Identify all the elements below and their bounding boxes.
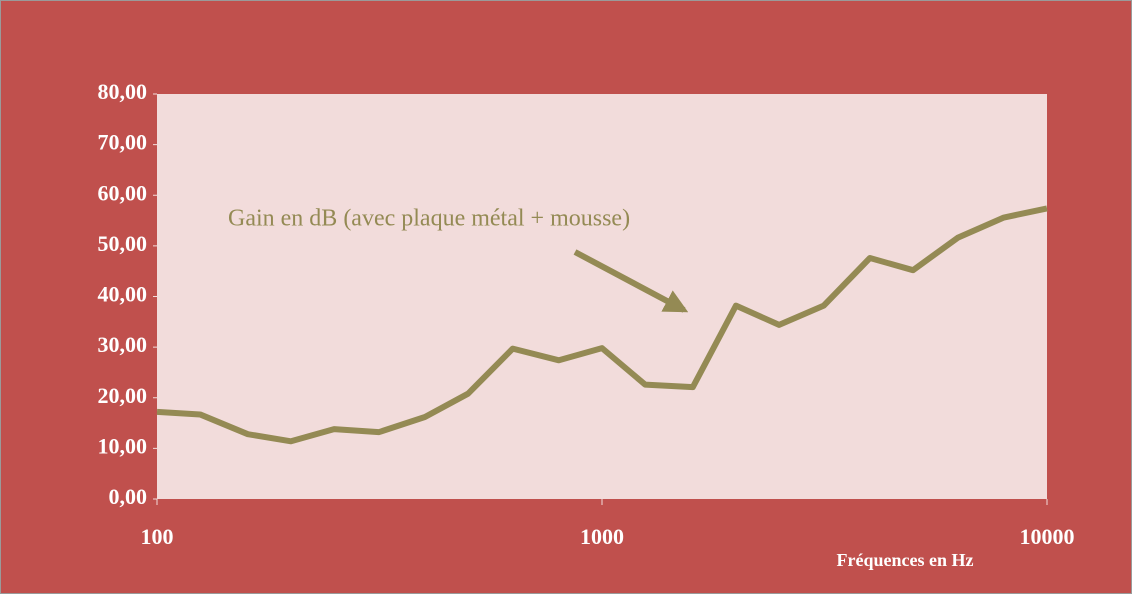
y-tick-label: 0,00	[109, 484, 148, 509]
y-tick-label: 70,00	[98, 130, 148, 155]
y-tick-label: 50,00	[98, 231, 148, 256]
data-line	[156, 205, 1048, 445]
x-tick-label: 10000	[1020, 524, 1075, 549]
y-tick-label: 30,00	[98, 332, 148, 357]
y-tick-label: 10,00	[98, 433, 148, 458]
plot-area	[157, 94, 1047, 499]
y-tick-label: 20,00	[98, 383, 148, 408]
y-tick-label: 80,00	[98, 79, 148, 104]
x-axis-label: Fréquences en Hz	[837, 550, 974, 570]
y-tick-label: 40,00	[98, 282, 148, 307]
x-tick-label: 1000	[580, 524, 624, 549]
annotation: Gain en dB (avec plaque métal + mousse)	[228, 206, 630, 232]
x-tick-label: 100	[141, 524, 174, 549]
y-tick-label: 60,00	[98, 180, 148, 205]
annotation-arrow	[573, 249, 689, 313]
